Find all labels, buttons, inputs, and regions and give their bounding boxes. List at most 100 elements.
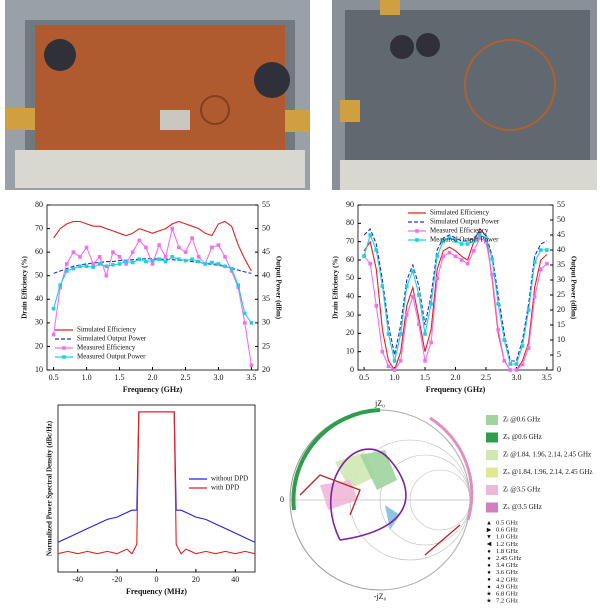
data-marker xyxy=(51,332,56,337)
legend-label: 3.6 GHz xyxy=(496,569,518,576)
data-marker xyxy=(111,250,115,254)
data-marker xyxy=(196,259,201,264)
legend-label: with DPD xyxy=(211,484,239,492)
data-marker xyxy=(243,311,247,316)
data-marker xyxy=(157,243,161,247)
photo-left xyxy=(5,0,310,190)
data-marker xyxy=(170,226,175,231)
y-tick-label: 30 xyxy=(346,310,354,319)
legend-label: Measured Output Power xyxy=(77,353,146,361)
data-marker xyxy=(465,261,470,266)
y2-tick-label: 55 xyxy=(557,200,565,209)
legend-symbol: ▶ xyxy=(487,527,492,533)
data-marker xyxy=(163,259,168,264)
y-tick-label: 40 xyxy=(35,294,43,303)
y2-tick-label: 30 xyxy=(557,275,565,284)
x-axis-label: Frequency (GHz) xyxy=(426,385,486,394)
legend-label: Zₗ @1.84, 1.96, 2.14, 2.45 GHz xyxy=(503,451,591,459)
data-marker xyxy=(190,257,194,262)
region xyxy=(320,480,358,510)
data-marker xyxy=(374,304,379,308)
legend-symbol: ● xyxy=(487,549,491,555)
data-marker xyxy=(496,302,500,306)
x-tick-label: 0.5 xyxy=(49,373,59,382)
data-marker xyxy=(177,245,181,250)
y2-axis-label: Output Power (dBm) xyxy=(274,256,282,320)
x-tick-label: -40 xyxy=(72,575,83,584)
data-marker xyxy=(216,243,221,247)
data-marker xyxy=(478,233,482,237)
x-tick-label: 0.5 xyxy=(359,373,369,382)
data-marker xyxy=(183,258,188,263)
y2-tick-label: 40 xyxy=(262,271,270,280)
data-marker xyxy=(223,255,227,259)
data-marker xyxy=(526,346,531,350)
x-tick-label: 0 xyxy=(155,575,159,584)
smith-curve xyxy=(291,408,381,511)
y-tick-label: 0 xyxy=(350,365,354,374)
data-marker xyxy=(478,236,482,240)
data-marker xyxy=(404,284,409,288)
smith-top-label: jZ₀ xyxy=(374,399,385,408)
y2-tick-label: 0 xyxy=(557,365,561,374)
data-marker xyxy=(130,260,135,265)
data-marker xyxy=(183,250,188,254)
data-marker xyxy=(520,344,525,348)
x-axis-label: Frequency (GHz) xyxy=(123,385,183,394)
y2-tick-label: 45 xyxy=(262,247,270,256)
y2-tick-label: 20 xyxy=(557,305,565,314)
data-marker xyxy=(404,313,409,317)
data-marker xyxy=(411,269,415,273)
data-marker xyxy=(520,362,525,367)
legend-label: Zₛ @3.5 GHz xyxy=(503,503,542,511)
y2-tick-label: 35 xyxy=(262,294,270,303)
y2-tick-label: 55 xyxy=(262,200,270,209)
data-marker xyxy=(137,238,142,243)
legend-label: 1.2 GHz xyxy=(496,541,518,548)
data-marker xyxy=(117,255,122,259)
legend-label: 4.9 GHz xyxy=(496,583,518,590)
data-marker xyxy=(398,359,403,363)
series-line xyxy=(53,220,252,272)
legend-symbol: ● xyxy=(487,584,491,590)
data-marker xyxy=(210,245,214,250)
data-marker xyxy=(398,332,403,336)
data-marker xyxy=(447,236,452,240)
legend-marker xyxy=(415,238,419,242)
data-marker xyxy=(514,362,519,366)
data-marker xyxy=(124,259,128,264)
x-tick-label: 2.0 xyxy=(148,373,158,382)
data-marker xyxy=(392,359,397,363)
legend-label: 2.45 GHz xyxy=(496,555,521,562)
data-marker xyxy=(229,269,234,273)
y-tick-label: 20 xyxy=(346,328,354,337)
data-marker xyxy=(163,255,168,259)
data-marker xyxy=(97,262,102,266)
data-marker xyxy=(502,338,507,342)
data-marker xyxy=(190,236,194,240)
data-marker xyxy=(429,302,433,306)
data-marker xyxy=(435,276,440,281)
data-marker xyxy=(196,255,201,259)
y2-tick-label: 5 xyxy=(557,350,561,359)
data-marker xyxy=(453,239,458,243)
x-tick-label: 1.5 xyxy=(115,373,125,382)
data-marker xyxy=(386,364,391,369)
y2-tick-label: 35 xyxy=(557,260,565,269)
legend-swatch xyxy=(486,502,498,513)
data-marker xyxy=(545,261,549,266)
legend-swatch xyxy=(486,467,498,478)
photo-right xyxy=(332,0,597,190)
x-tick-label: 3.5 xyxy=(542,373,552,382)
x-tick-label: 1.0 xyxy=(82,373,92,382)
y2-tick-label: 20 xyxy=(262,365,270,374)
data-marker xyxy=(484,239,488,244)
legend-symbol: ● xyxy=(487,570,491,576)
data-marker xyxy=(104,264,109,269)
x-tick-label: 20 xyxy=(192,575,200,584)
data-marker xyxy=(150,262,155,266)
legend-label: 3.4 GHz xyxy=(496,562,518,569)
legend-swatch xyxy=(486,415,498,425)
region xyxy=(360,450,397,490)
y2-axis-label: Output Power (dBm) xyxy=(569,256,577,320)
